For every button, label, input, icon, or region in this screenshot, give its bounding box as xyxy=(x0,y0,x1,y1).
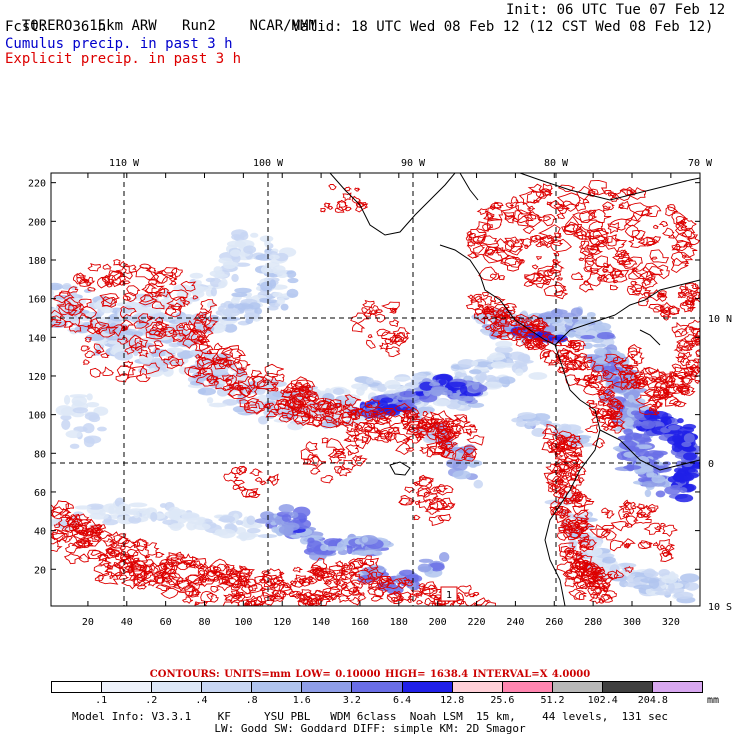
y-tick-label: 120 xyxy=(28,372,46,383)
color-bar-swatch xyxy=(352,682,403,692)
x-tick-label: 320 xyxy=(662,617,680,628)
x-tick-label: 80 xyxy=(198,617,210,628)
y-tick-label: 140 xyxy=(28,333,46,344)
coastline-layer xyxy=(329,173,700,606)
y-tick-label: 80 xyxy=(34,449,46,460)
init-time: Init: 06 UTC Tue 07 Feb 12 xyxy=(506,2,726,18)
x-tick-label: 20 xyxy=(82,617,94,628)
color-bar-label: .2 xyxy=(145,695,158,706)
color-bar-label: 6.4 xyxy=(393,695,412,706)
color-bar-label: .8 xyxy=(245,695,258,706)
color-bar-swatch xyxy=(402,682,453,692)
color-bar-swatch xyxy=(202,682,253,692)
max-marker-box xyxy=(440,586,458,602)
color-bar-swatch xyxy=(552,682,603,692)
lon-label: 100 W xyxy=(253,158,284,169)
color-bar-swatch xyxy=(502,682,553,692)
color-bar-label: 3.2 xyxy=(342,695,361,706)
x-tick-label: 300 xyxy=(623,617,641,628)
x-tick-label: 200 xyxy=(429,617,447,628)
color-bar-swatch xyxy=(452,682,503,692)
color-bar-swatch xyxy=(302,682,353,692)
y-tick-label: 60 xyxy=(34,488,46,499)
x-tick-label: 140 xyxy=(312,617,330,628)
lat-lon-grid xyxy=(51,173,700,606)
lat-label: 10 N xyxy=(708,314,732,325)
color-bar xyxy=(51,681,703,693)
model-name: TORERO 15km ARW Run2 NCAR/MMM xyxy=(21,18,317,34)
lon-label: 70 W xyxy=(688,158,713,169)
explicit-precip-layer xyxy=(51,179,700,606)
x-tick-label: 260 xyxy=(545,617,563,628)
color-bar-label: 51.2 xyxy=(540,695,565,706)
lat-label: 0 xyxy=(708,459,714,470)
map-frame xyxy=(50,172,701,607)
color-bar-label: 204.8 xyxy=(637,695,668,706)
field-title-cumulus: Cumulus precip. in past 3 h xyxy=(5,36,233,52)
y-tick-label: 160 xyxy=(28,295,46,306)
contour-info: CONTOURS: UNITS=mm LOW= 0.10000 HIGH= 16… xyxy=(149,669,591,680)
valid-time: Valid: 18 UTC Wed 08 Feb 12 (12 CST Wed … xyxy=(292,19,714,35)
y-tick-label: 180 xyxy=(28,256,46,267)
model-info-line1: Model Info: V3.3.1 KF YSU PBL WDM 6class… xyxy=(71,710,669,723)
x-tick-label: 160 xyxy=(351,617,369,628)
color-bar-label: .4 xyxy=(195,695,208,706)
y-tick-label: 200 xyxy=(28,217,46,228)
color-bar-unit: mm xyxy=(706,695,720,706)
x-tick-label: 100 xyxy=(234,617,252,628)
color-bar-swatch xyxy=(52,682,103,692)
x-tick-label: 120 xyxy=(273,617,291,628)
color-bar-swatch xyxy=(152,682,203,692)
color-bar-swatch xyxy=(652,682,703,692)
color-bar-label: .1 xyxy=(95,695,108,706)
x-tick-label: 40 xyxy=(121,617,133,628)
x-tick-label: 280 xyxy=(584,617,602,628)
color-bar-label: 25.6 xyxy=(490,695,515,706)
x-tick-label: 220 xyxy=(468,617,486,628)
color-bar-swatch xyxy=(102,682,153,692)
y-tick-label: 220 xyxy=(28,179,46,190)
y-tick-label: 20 xyxy=(34,565,46,576)
lat-label: 10 S xyxy=(708,602,732,613)
y-tick-label: 100 xyxy=(28,411,46,422)
field-title-explicit: Explicit precip. in past 3 h xyxy=(5,51,242,67)
lon-label: 110 W xyxy=(109,158,140,169)
x-tick-label: 180 xyxy=(390,617,408,628)
max-marker: 1 xyxy=(446,590,452,601)
color-bar-swatch xyxy=(602,682,653,692)
x-tick-label: 240 xyxy=(506,617,524,628)
model-info-line2: LW: Godd SW: Goddard DIFF: simple KM: 2D… xyxy=(214,722,526,735)
color-bar-label: 12.8 xyxy=(440,695,465,706)
color-bar-swatch xyxy=(252,682,303,692)
forecast-hour: Fcst: 36 h xyxy=(5,19,107,35)
lon-label: 90 W xyxy=(401,158,426,169)
y-tick-label: 40 xyxy=(34,527,46,538)
x-tick-label: 60 xyxy=(160,617,172,628)
color-bar-label: 102.4 xyxy=(587,695,618,706)
color-bar-label: 1.6 xyxy=(292,695,311,706)
lon-label: 80 W xyxy=(544,158,569,169)
